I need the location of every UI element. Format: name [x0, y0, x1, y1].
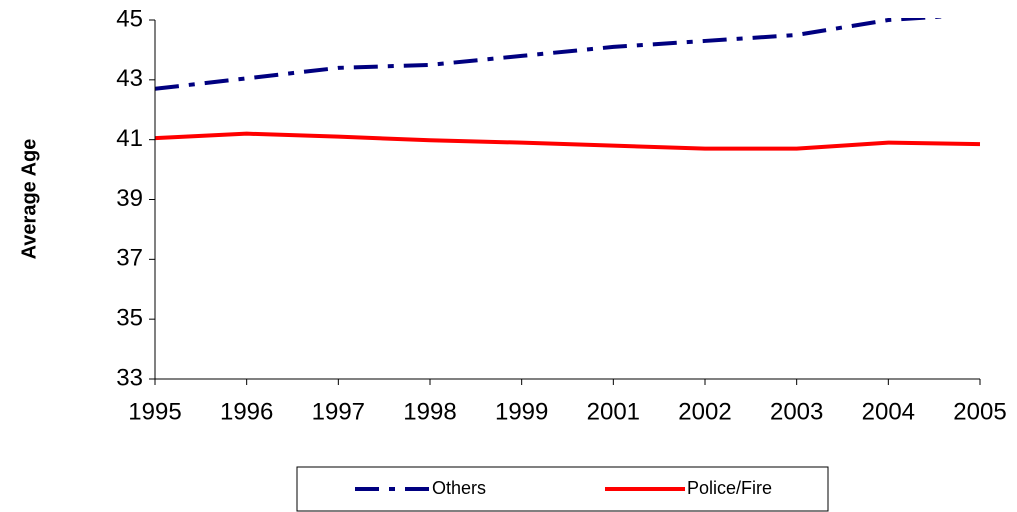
y-tick-label: 39	[116, 185, 143, 212]
series-line	[155, 131, 981, 151]
series-line	[155, 18, 950, 91]
x-tick-label: 1996	[220, 398, 273, 425]
y-tick-label: 33	[116, 364, 143, 391]
y-tick-label: 43	[116, 65, 143, 92]
x-tick-label: 2003	[770, 398, 823, 425]
x-tick-label: 1998	[403, 398, 456, 425]
x-tick-label: 1995	[128, 398, 181, 425]
legend-label: Others	[432, 478, 486, 498]
y-tick-label: 41	[116, 125, 143, 152]
legend-label: Police/Fire	[687, 478, 772, 498]
x-tick-label: 2004	[862, 398, 915, 425]
x-tick-label: 2002	[678, 398, 731, 425]
y-tick-label: 35	[116, 305, 143, 332]
y-tick-label: 45	[116, 5, 143, 32]
y-tick-label: 37	[116, 245, 143, 272]
x-tick-label: 2001	[587, 398, 640, 425]
x-tick-label: 2005	[953, 398, 1006, 425]
y-axis-label: Average Age	[18, 139, 40, 260]
legend-box	[296, 466, 829, 512]
plot-area	[155, 18, 981, 151]
x-tick-label: 1997	[312, 398, 365, 425]
x-tick-label: 1999	[495, 398, 548, 425]
